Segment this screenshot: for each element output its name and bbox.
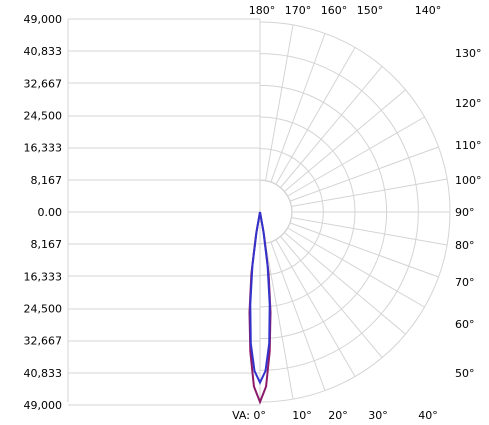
radial-gridline <box>275 47 356 185</box>
angle-label: 130° <box>455 47 482 60</box>
axis-labels: 49,000 40,833 32,667 24,500 16,333 8,167 0.00 8… <box>24 4 482 422</box>
angle-label: 120° <box>455 97 482 110</box>
y-tick-label: 49,000 <box>24 13 63 26</box>
angle-label: 10° <box>292 409 312 422</box>
radial-gridline <box>287 116 425 197</box>
radial-gridline <box>289 222 439 278</box>
y-tick-label: 40,833 <box>24 45 63 58</box>
radial-gridline <box>265 24 294 181</box>
y-tick-label: 32,667 <box>24 335 63 348</box>
angle-label: 30° <box>368 409 388 422</box>
angle-label: 80° <box>455 239 475 252</box>
radial-gridline <box>280 236 383 358</box>
radial-gridline <box>287 227 425 308</box>
angle-label: 110° <box>455 139 482 152</box>
angle-label: 90° <box>455 206 475 219</box>
angle-label: 180° <box>249 4 276 17</box>
angle-label: 140° <box>415 4 442 17</box>
angle-label: 100° <box>455 174 482 187</box>
radial-gridline <box>275 239 356 377</box>
y-tick-label: 40,833 <box>24 367 63 380</box>
y-tick-label: 8,167 <box>31 174 63 187</box>
radial-gridline <box>280 66 383 188</box>
angle-label: 70° <box>455 276 475 289</box>
angle-label: 170° <box>285 4 312 17</box>
radial-gridline <box>291 217 448 246</box>
radial-gridline <box>289 146 439 202</box>
y-tick-label: 16,333 <box>24 142 63 155</box>
radial-gridline <box>270 33 326 183</box>
series-curve <box>249 211 271 385</box>
angle-label: 160° <box>321 4 348 17</box>
y-tick-label: 24,500 <box>24 110 63 123</box>
y-tick-label: 8,167 <box>31 238 63 251</box>
angle-label: 150° <box>357 4 384 17</box>
data-series <box>248 211 272 405</box>
radial-gridline <box>284 89 406 192</box>
angle-label: 60° <box>455 318 475 331</box>
radial-gridline <box>265 243 294 400</box>
polar-grid <box>67 18 451 406</box>
y-tick-label: 49,000 <box>24 399 63 412</box>
angle-label: 50° <box>455 367 475 380</box>
radial-gridline <box>270 241 326 391</box>
y-tick-label: 0.00 <box>38 206 63 219</box>
y-tick-label: 24,500 <box>24 303 63 316</box>
radial-gridline <box>291 178 448 207</box>
radial-gridline <box>284 232 406 335</box>
y-tick-label: 16,333 <box>24 270 63 283</box>
angle-label: 40° <box>418 409 438 422</box>
y-tick-label: 32,667 <box>24 77 63 90</box>
angle-label: 20° <box>328 409 348 422</box>
angle-label: VA: 0° <box>232 409 266 422</box>
